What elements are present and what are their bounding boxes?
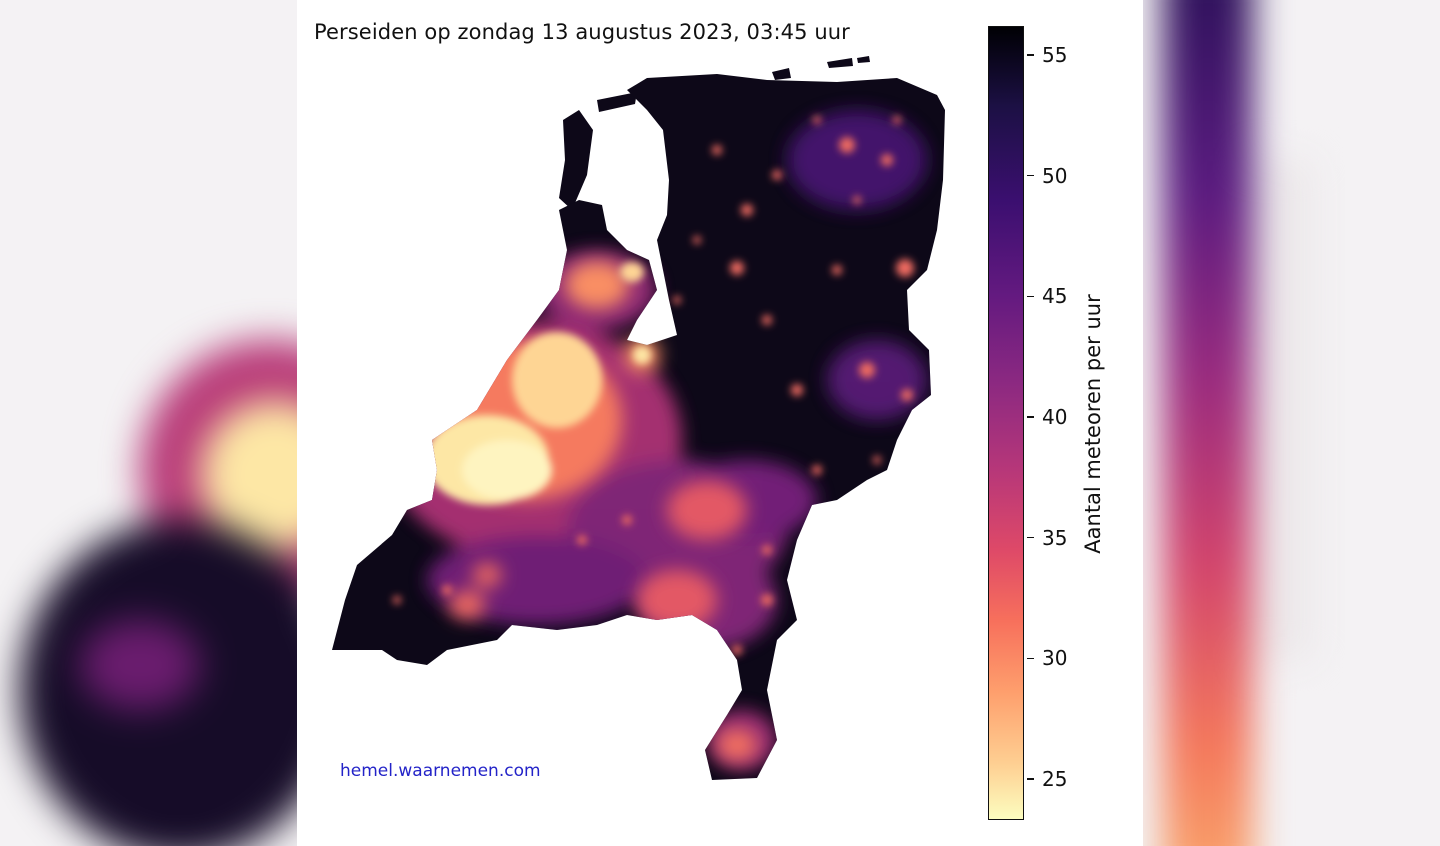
figure-panel: Perseiden op zondag 13 augustus 2023, 03… — [297, 0, 1143, 846]
colorbar-tick — [1027, 54, 1034, 56]
blurred-backdrop-right — [1143, 0, 1440, 846]
colorbar-tick — [1027, 778, 1034, 780]
colorbar-tick — [1027, 295, 1034, 298]
colorbar-tick-label: 45 — [1042, 284, 1068, 309]
colorbar-tick-label: 50 — [1042, 163, 1068, 188]
blurred-backdrop-left — [0, 0, 297, 846]
colorbar-tick — [1027, 174, 1034, 177]
colorbar-tick — [1027, 657, 1034, 660]
map-title: Perseiden op zondag 13 augustus 2023, 03… — [314, 20, 850, 44]
colorbar-tick-label: 40 — [1042, 404, 1068, 429]
colorbar-tick — [1027, 536, 1034, 539]
colorbar-tick-label: 25 — [1042, 766, 1068, 791]
colorbar-tick — [1027, 416, 1034, 418]
meteor-density-map — [332, 56, 945, 780]
colorbar-label: Aantal meteoren per uur — [1081, 294, 1105, 554]
colorbar-tick-label: 35 — [1042, 525, 1068, 550]
colorbar — [988, 26, 1024, 820]
credit-text: hemel.waarnemen.com — [340, 761, 541, 781]
colorbar-tick-label: 55 — [1042, 42, 1068, 67]
colorbar-tick-label: 30 — [1042, 646, 1068, 671]
